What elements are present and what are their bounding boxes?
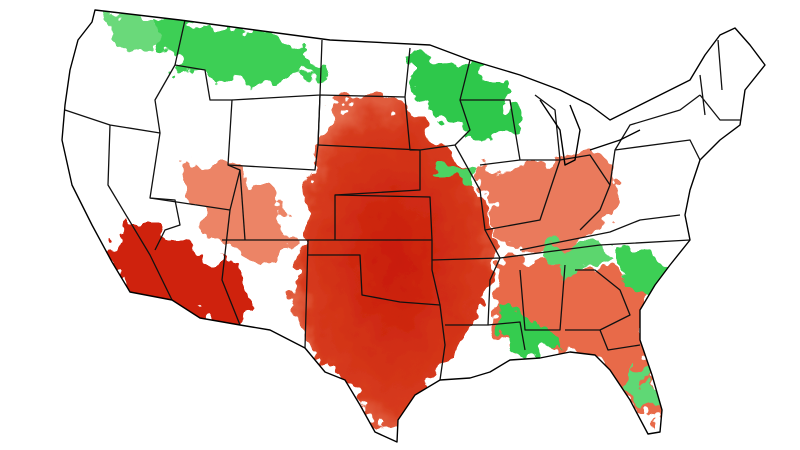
green-region-tennessee xyxy=(545,240,610,272)
state-border xyxy=(64,19,186,134)
red-region-southwest xyxy=(110,225,250,325)
green-region-iowa xyxy=(440,165,480,185)
state-border xyxy=(317,144,421,240)
us-outline xyxy=(61,9,766,443)
green-region-gulf xyxy=(500,300,560,355)
red-region-ohio-valley xyxy=(480,150,620,255)
state-border xyxy=(221,209,241,326)
state-border xyxy=(308,254,446,381)
state-border xyxy=(460,94,561,166)
state-border xyxy=(454,144,501,259)
state-borders xyxy=(64,19,740,381)
green-region-florida xyxy=(625,360,655,410)
state-border xyxy=(149,64,241,211)
great-lakes xyxy=(539,99,641,166)
green-region-montana xyxy=(150,15,320,85)
precip-layer xyxy=(105,12,670,430)
green-region-washington xyxy=(105,12,160,55)
state-border xyxy=(317,94,420,151)
state-border xyxy=(107,124,173,301)
green-anomaly xyxy=(105,12,670,410)
state-border xyxy=(499,214,691,259)
state-border xyxy=(487,264,631,351)
state-border xyxy=(239,169,246,241)
state-border xyxy=(419,59,471,151)
state-border xyxy=(599,329,641,351)
state-border xyxy=(431,240,501,326)
state-border xyxy=(609,39,740,186)
green-region-minnesota xyxy=(410,55,515,140)
state-border xyxy=(149,132,181,251)
state-border xyxy=(484,154,611,231)
red-region-rockies xyxy=(185,160,290,260)
state-border xyxy=(308,194,433,241)
